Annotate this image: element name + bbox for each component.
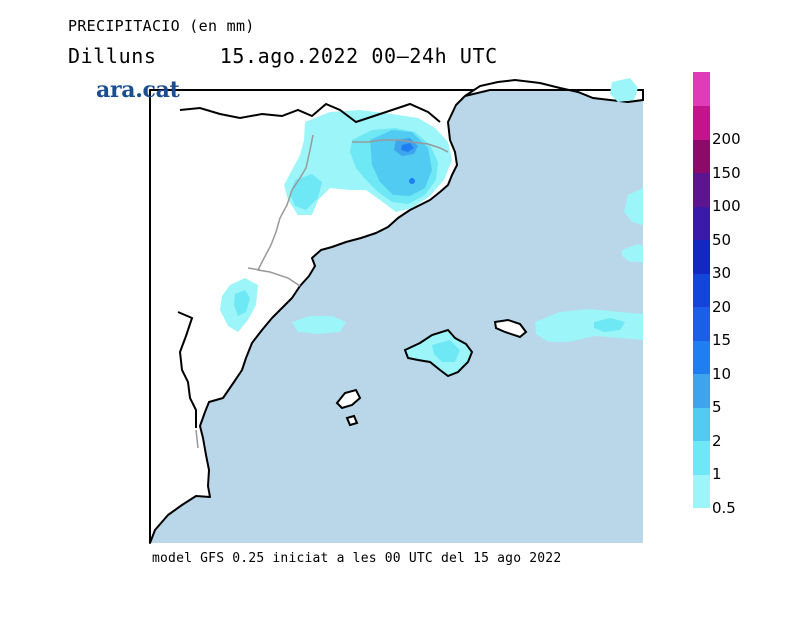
legend-label: 2: [712, 431, 722, 450]
region-borders: [195, 134, 449, 449]
legend-label: 200: [712, 130, 741, 149]
legend-color-segment: [693, 105, 710, 140]
legend-label: 100: [712, 197, 741, 216]
model-footer: model GFS 0.25 iniciat a les 00 UTC del …: [152, 551, 562, 566]
menorca-island: [493, 318, 528, 339]
legend-label: 30: [712, 264, 732, 283]
legend-label: 10: [712, 364, 732, 383]
legend-color-segment: [693, 239, 710, 274]
legend-color-segment: [693, 72, 710, 106]
legend-color-segment: [693, 172, 710, 207]
inland-outline: [177, 311, 197, 428]
sea-rain-areas: [292, 188, 643, 342]
france-coast: [464, 78, 644, 104]
legend-color-segment: [693, 306, 710, 341]
legend-color-segment: [693, 139, 710, 174]
date-range: 15.ago.2022 00–24h UTC: [219, 44, 498, 68]
legend-color-segment: [693, 373, 710, 408]
legend-color-segment: [693, 474, 710, 509]
legend-label: 0.5: [712, 499, 736, 517]
legend-color-segment: [693, 440, 710, 475]
precipitation-legend-bar: [693, 72, 710, 509]
legend-label: 50: [712, 230, 732, 249]
forecast-date: Dilluns 15.ago.2022 00–24h UTC: [68, 44, 498, 68]
formentera-island: [345, 414, 359, 427]
legend-label: 150: [712, 163, 741, 182]
legend-color-segment: [693, 206, 710, 241]
day-name: Dilluns: [68, 44, 157, 68]
legend-label: 20: [712, 297, 732, 316]
legend-color-segment: [693, 407, 710, 442]
legend-label: 1: [712, 465, 722, 484]
legend-label: 15: [712, 331, 732, 350]
mallorca-rain: [432, 340, 460, 362]
ibiza-island: [335, 388, 362, 410]
legend-color-segment: [693, 273, 710, 308]
rain-areas: [220, 78, 638, 332]
legend-color-segment: [693, 340, 710, 375]
legend-label: 5: [712, 398, 722, 417]
chart-title: PRECIPITACIO (en mm): [68, 17, 255, 35]
ara-cat-logo: ara.cat: [96, 77, 180, 103]
france-border-line: [179, 102, 441, 124]
